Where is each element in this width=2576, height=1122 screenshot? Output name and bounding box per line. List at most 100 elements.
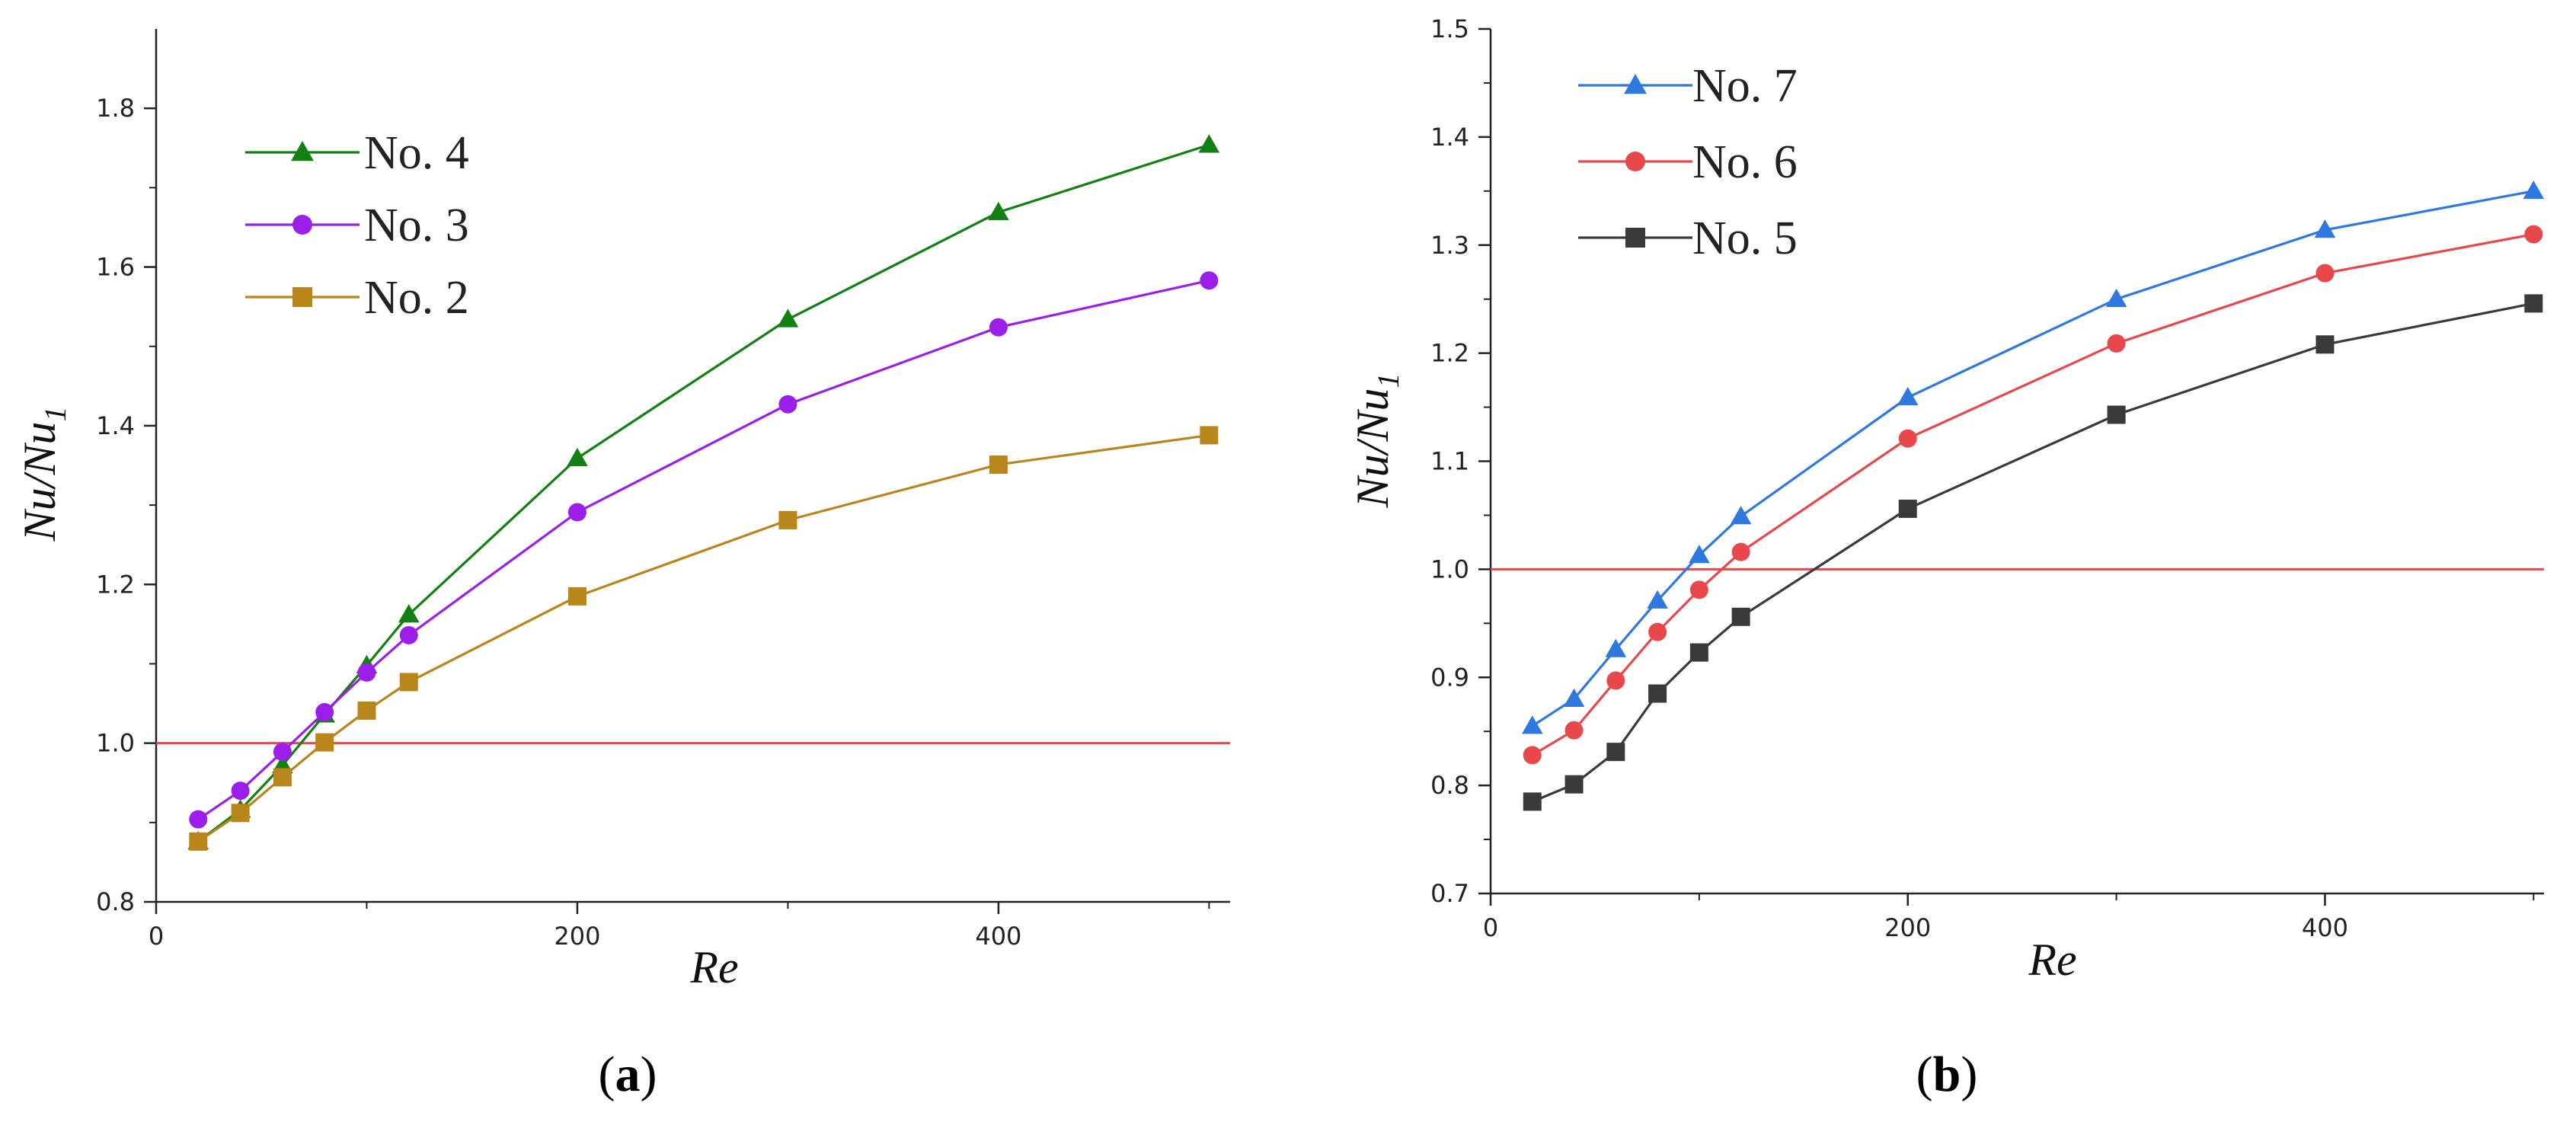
- y-axis-label-a: Nu/Nu1: [14, 407, 72, 542]
- data-point-b-0-4: [1689, 545, 1710, 564]
- data-point-a-1-0: [189, 810, 208, 829]
- y-axis-label-b: Nu/Nu1: [1347, 373, 1405, 509]
- legend-label-b-2: No. 5: [1692, 213, 1798, 264]
- y-tick-label-b-0: 0.7: [1430, 879, 1469, 908]
- panel-label-a-open: (: [599, 1047, 615, 1102]
- legend-marker-b-0: [1624, 74, 1647, 94]
- x-tick-label-b-0: 0: [1483, 913, 1498, 942]
- data-point-a-1-5: [399, 625, 418, 644]
- x-tick-label-a-0: 0: [149, 922, 164, 951]
- data-point-a-1-7: [778, 395, 797, 414]
- legend-marker-b-2: [1625, 228, 1645, 248]
- data-point-a-0-6: [567, 447, 588, 466]
- legend-item-b-2: No. 5: [1578, 213, 1798, 264]
- panel-label-a-letter: a: [615, 1047, 641, 1102]
- data-point-a-1-6: [567, 503, 586, 522]
- y-tick-label-a-2: 1.2: [96, 570, 135, 599]
- x-tick-label-a-1: 200: [554, 922, 600, 951]
- data-point-a-0-9: [1198, 134, 1220, 153]
- series-a-2: [189, 426, 1219, 851]
- data-point-b-1-0: [1523, 746, 1542, 765]
- data-point-b-0-0: [1521, 715, 1543, 734]
- x-tick-label-a-2: 400: [975, 922, 1021, 951]
- chart-panel-b: 0.7 0.8 0.9 1.0 1.1 1.2 1.3 1.4 1.5 0 200 400 No. 7 N…: [1347, 14, 2545, 985]
- panel-label-a: (a): [599, 1047, 657, 1102]
- data-point-b-0-2: [1605, 638, 1627, 657]
- x-tick-label-b-2: 400: [2302, 913, 2348, 942]
- data-point-b-0-7: [2105, 288, 2127, 308]
- series-line-b-2: [1532, 302, 2534, 803]
- legend-label-a-0: No. 4: [364, 127, 469, 179]
- data-point-a-2-7: [778, 510, 797, 529]
- y-tick-label-b-3: 1.0: [1430, 555, 1469, 583]
- series-line-b-1: [1531, 232, 2534, 756]
- y-tick-label-b-2: 0.9: [1430, 663, 1469, 692]
- data-point-a-2-9: [1200, 426, 1219, 445]
- y-tick-label-b-4: 1.1: [1430, 447, 1469, 476]
- legend-marker-a-1: [292, 215, 312, 235]
- legend-label-a-1: No. 3: [364, 200, 469, 251]
- x-axis-label-a: Re: [689, 942, 738, 993]
- y-axis-label-sub-b: 1: [1371, 373, 1405, 388]
- data-point-a-2-0: [189, 832, 208, 851]
- data-point-b-0-6: [1897, 386, 1919, 406]
- data-point-a-1-2: [273, 743, 292, 762]
- series-line-a-2: [197, 433, 1210, 843]
- data-point-b-1-3: [1648, 622, 1667, 641]
- data-point-b-2-8: [2316, 335, 2335, 354]
- legend-label-a-2: No. 2: [364, 272, 469, 324]
- legend-item-a-2: No. 2: [245, 272, 469, 324]
- y-tick-label-b-1: 0.8: [1430, 771, 1469, 800]
- series-line-a-1: [197, 279, 1210, 820]
- panel-label-b: (b): [1916, 1047, 1978, 1102]
- data-point-b-2-9: [2524, 294, 2543, 313]
- data-point-b-1-1: [1564, 721, 1584, 740]
- legend-label-b-0: No. 7: [1692, 60, 1798, 112]
- data-point-b-0-5: [1730, 506, 1752, 525]
- data-point-b-0-8: [2314, 219, 2336, 238]
- data-point-a-2-2: [273, 768, 292, 787]
- x-axis-label-b: Re: [2028, 935, 2076, 985]
- data-point-b-1-9: [2524, 225, 2543, 244]
- data-point-b-1-8: [2316, 264, 2335, 283]
- series-line-a-0: [197, 143, 1210, 843]
- panel-label-b-open: (: [1916, 1047, 1933, 1102]
- data-point-a-2-3: [315, 733, 334, 752]
- legend-item-a-1: No. 3: [245, 200, 469, 251]
- data-point-b-1-7: [2107, 334, 2126, 353]
- data-point-b-2-4: [1689, 643, 1708, 662]
- y-tick-label-a-1: 1.0: [96, 729, 135, 758]
- legend-marker-a-0: [291, 141, 314, 161]
- chart-panel-a: 0.8 1.0 1.2 1.4 1.6 1.8 0 200 400 No. 4 No. 3 No. 2…: [14, 29, 1230, 993]
- y-tick-label-a-0: 0.8: [96, 887, 135, 916]
- data-point-b-0-1: [1563, 688, 1585, 707]
- data-point-b-2-0: [1523, 792, 1542, 811]
- y-tick-label-b-5: 1.2: [1430, 339, 1469, 368]
- data-point-a-0-8: [988, 201, 1009, 221]
- y-axis-label-sub-a: 1: [38, 407, 72, 422]
- data-point-b-2-3: [1648, 684, 1667, 703]
- legend-marker-b-1: [1625, 152, 1645, 171]
- data-point-b-1-2: [1606, 671, 1625, 690]
- data-point-a-1-8: [989, 318, 1008, 337]
- data-point-b-0-3: [1647, 590, 1668, 609]
- y-tick-label-a-5: 1.8: [96, 94, 135, 123]
- y-tick-label-a-4: 1.6: [96, 253, 135, 282]
- legend-label-b-1: No. 6: [1692, 136, 1798, 188]
- x-tick-label-b-1: 200: [1884, 913, 1931, 942]
- series-a-1: [189, 271, 1219, 829]
- y-axis-label-main-a: Nu/Nu: [14, 422, 65, 542]
- data-point-b-1-5: [1731, 542, 1750, 561]
- data-point-a-2-4: [357, 701, 376, 720]
- data-point-b-1-4: [1689, 580, 1708, 599]
- data-point-b-2-6: [1898, 499, 1917, 518]
- data-point-b-2-5: [1731, 607, 1750, 626]
- y-axis-label-main-b: Nu/Nu: [1347, 388, 1398, 509]
- series-b-0: [1521, 181, 2545, 734]
- series-b-1: [1523, 225, 2543, 765]
- data-point-a-2-8: [989, 455, 1008, 474]
- panel-label-b-letter: b: [1933, 1047, 1961, 1102]
- data-point-a-2-5: [399, 673, 418, 692]
- data-point-a-2-6: [567, 587, 586, 606]
